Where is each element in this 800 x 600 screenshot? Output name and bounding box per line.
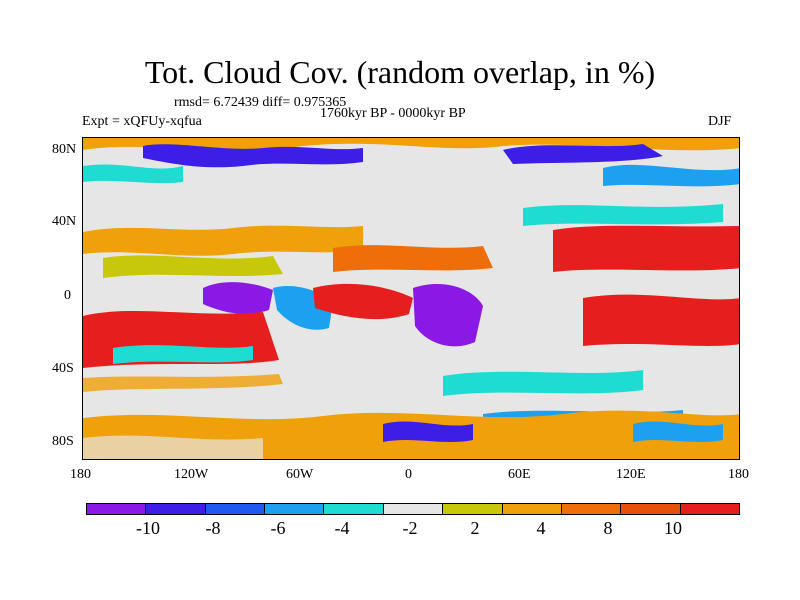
period-label: 1760kyr BP - 0000kyr BP — [320, 106, 466, 121]
lat-label: 40S — [52, 361, 74, 376]
lat-label: 80N — [52, 142, 77, 157]
colorbar-label: 10 — [664, 518, 682, 538]
colorbar-swatch — [502, 504, 562, 514]
lat-label: 80S — [52, 434, 74, 449]
colorbar-label: -8 — [205, 518, 221, 538]
colorbar-label: 2 — [470, 518, 480, 538]
cloud-cover-map — [82, 137, 740, 460]
lon-label: 180 — [728, 467, 749, 482]
colorbar-swatch — [324, 504, 384, 514]
map-field — [83, 138, 739, 459]
experiment-label: Expt = xQFUy-xqfua — [82, 114, 202, 129]
colorbar-swatch — [205, 504, 266, 514]
colorbar-label: -10 — [136, 518, 160, 538]
colorbar-label: 4 — [536, 518, 546, 538]
lon-label: 120W — [174, 467, 209, 482]
colorbar-swatch — [621, 504, 681, 514]
lat-label: 0 — [64, 288, 71, 303]
lon-label: 120E — [616, 467, 646, 482]
stats-text: rmsd= 6.72439 diff= 0.975365 — [174, 95, 347, 110]
colorbar — [86, 503, 740, 515]
colorbar-label: -4 — [334, 518, 350, 538]
colorbar-label: 8 — [603, 518, 613, 538]
colorbar-swatch — [443, 504, 503, 514]
colorbar-swatch — [383, 504, 444, 514]
colorbar-swatch — [87, 504, 147, 514]
colorbar-label: -6 — [270, 518, 286, 538]
lon-label: 60W — [286, 467, 314, 482]
lat-label: 40N — [52, 214, 77, 229]
colorbar-swatch — [265, 504, 325, 514]
map-title: Tot. Cloud Cov. (random overlap, in %) — [144, 54, 656, 90]
lon-label: 0 — [405, 467, 412, 482]
colorbar-label: -2 — [402, 518, 418, 538]
season-label: DJF — [708, 114, 732, 129]
colorbar-swatch — [561, 504, 622, 514]
colorbar-swatch — [146, 504, 206, 514]
lon-label: 180 — [70, 467, 91, 482]
lon-label: 60E — [508, 467, 531, 482]
colorbar-swatch — [680, 504, 739, 514]
